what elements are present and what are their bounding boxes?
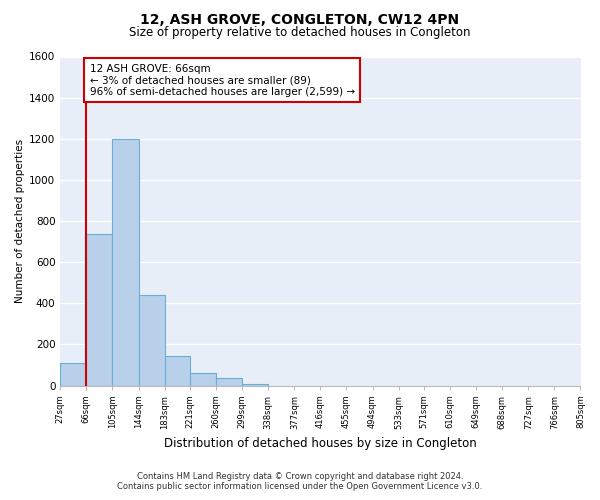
- Text: Size of property relative to detached houses in Congleton: Size of property relative to detached ho…: [129, 26, 471, 39]
- Bar: [164, 356, 190, 386]
- Bar: [139, 295, 164, 386]
- Bar: [60, 363, 86, 386]
- Text: 12, ASH GROVE, CONGLETON, CW12 4PN: 12, ASH GROVE, CONGLETON, CW12 4PN: [140, 12, 460, 26]
- X-axis label: Distribution of detached houses by size in Congleton: Distribution of detached houses by size …: [164, 437, 477, 450]
- Text: Contains HM Land Registry data © Crown copyright and database right 2024.
Contai: Contains HM Land Registry data © Crown c…: [118, 472, 482, 491]
- Bar: [86, 234, 112, 386]
- Y-axis label: Number of detached properties: Number of detached properties: [15, 139, 25, 303]
- Bar: [190, 374, 216, 386]
- Bar: [242, 384, 268, 386]
- Text: 12 ASH GROVE: 66sqm
← 3% of detached houses are smaller (89)
96% of semi-detache: 12 ASH GROVE: 66sqm ← 3% of detached hou…: [89, 64, 355, 97]
- Bar: [112, 139, 139, 386]
- Bar: [216, 378, 242, 386]
